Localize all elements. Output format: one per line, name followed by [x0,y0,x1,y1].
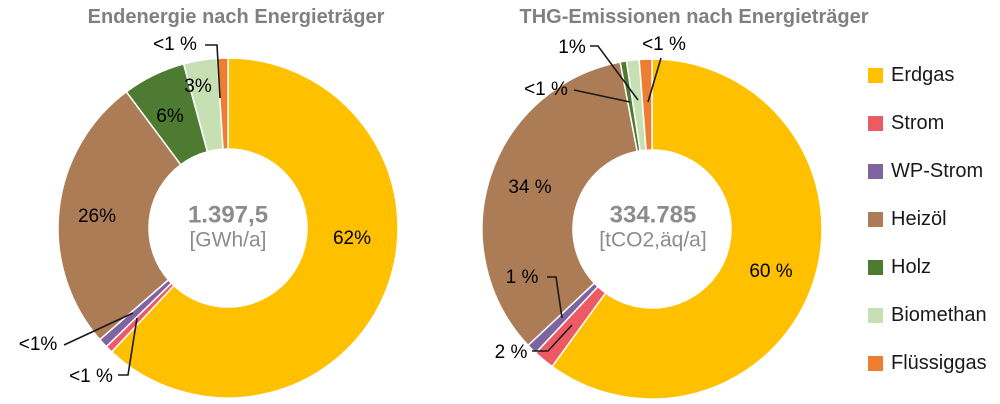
legend-label-fluessiggas: Flüssiggas [891,351,987,374]
leader-thg-biomethan [590,45,639,101]
center-unit-endenergie: [GWh/a] [189,228,267,252]
legend-label-wp-strom: WP-Strom [891,159,984,182]
leader-thg-holz [573,89,631,103]
label-thg-wp-strom: 1 % [505,267,539,288]
legend-swatch-fluessiggas [868,355,883,371]
label-endenergie-biomethan: 3% [184,76,212,97]
legend: Erdgas Strom WP-Strom Heizöl Holz Biomethan Fl… [868,51,987,387]
label-endenergie-wp-strom: <1% [18,334,58,355]
leader-thg-strom [532,324,573,352]
label-thg-fluessiggas: <1 % [642,34,686,55]
legend-swatch-erdgas [868,67,883,83]
slice-endenergie-erdgas [110,57,399,399]
slice-thg-erdgas [551,58,823,400]
slice-endenergie-fluessiggas [216,57,229,150]
legend-item-holz: Holz [868,243,987,291]
leader-thg-fluessiggas [647,57,662,103]
center-value-endenergie: 1.397,5 [187,201,269,229]
center-unit-thg: [tCO2,äq/a] [599,228,707,252]
label-thg-biomethan: 1% [558,37,586,58]
legend-item-strom: Strom [868,99,987,147]
legend-item-fluessiggas: Flüssiggas [868,339,987,387]
label-thg-strom: 2 % [494,342,528,363]
chart-title-thg: THG-Emissionen nach Energieträger [519,6,869,28]
legend-label-biomethan: Biomethan [891,303,987,326]
legend-item-erdgas: Erdgas [868,51,987,99]
legend-swatch-holz [868,259,883,275]
legend-label-holz: Holz [891,255,932,278]
leader-endenergie-wp-strom [63,312,134,346]
legend-item-heizoel: Heizöl [868,195,987,243]
label-endenergie-fluessiggas: <1 % [153,34,197,55]
leader-thg-wp-strom [547,276,563,319]
slice-thg-fluessiggas [638,58,653,152]
legend-swatch-strom [868,115,883,131]
chart-title-endenergie: Endenergie nach Energieträger [87,6,385,28]
label-endenergie-erdgas: 62% [332,228,372,249]
legend-swatch-heizoel [868,211,883,227]
label-endenergie-heizoel: 26% [77,206,117,227]
label-thg-heizoel: 34 % [508,177,552,198]
legend-item-wp-strom: WP-Strom [868,147,987,195]
legend-item-biomethan: Biomethan [868,291,987,339]
center-value-thg: 334.785 [609,201,697,229]
legend-label-erdgas: Erdgas [891,63,955,86]
label-thg-erdgas: 60 % [749,261,793,282]
center-total-thg: 334.785 [tCO2,äq/a] [599,202,706,251]
leader-endenergie-strom [118,317,138,376]
label-endenergie-strom: <1 % [69,366,113,387]
label-endenergie-holz: 6% [156,106,184,127]
legend-swatch-biomethan [868,307,883,323]
leader-endenergie-fluessiggas [205,44,221,99]
slice-endenergie-heizoel [57,90,182,341]
legend-swatch-wp-strom [868,163,883,179]
legend-label-heizoel: Heizöl [891,207,947,230]
center-total-endenergie: 1.397,5 [GWh/a] [188,202,268,251]
legend-label-strom: Strom [891,111,945,134]
label-thg-holz: <1 % [524,79,568,100]
slice-thg-heizoel [481,61,639,347]
